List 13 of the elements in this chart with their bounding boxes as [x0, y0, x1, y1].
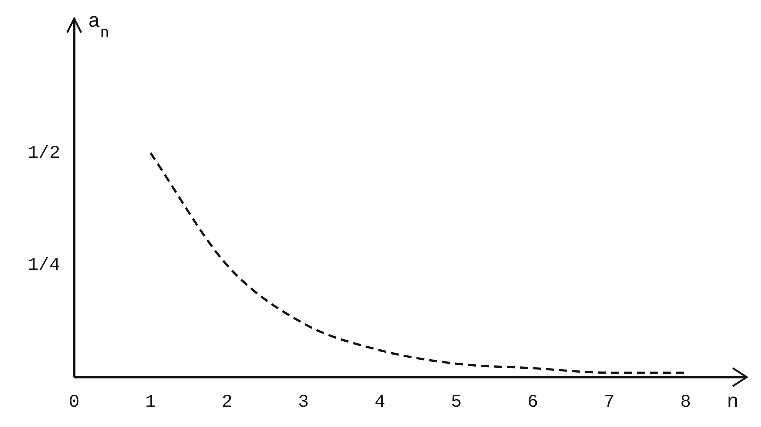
x-tick-label: 2: [222, 392, 233, 413]
y-tick-label: 1/2: [28, 144, 60, 164]
x-axis-title: n: [726, 391, 740, 414]
x-tick-label: 1: [145, 392, 156, 413]
x-tick-label: 3: [298, 392, 310, 413]
x-tick-label: 6: [528, 392, 538, 413]
line-series: [150, 152, 687, 374]
y-tick-label: 1/4: [28, 256, 60, 276]
x-tick-label: 7: [604, 392, 615, 413]
x-tick-label: 4: [374, 392, 386, 413]
x-tick-label: 0: [69, 392, 80, 413]
x-tick-label: 8: [680, 392, 692, 413]
x-tick-label: 5: [451, 392, 462, 413]
